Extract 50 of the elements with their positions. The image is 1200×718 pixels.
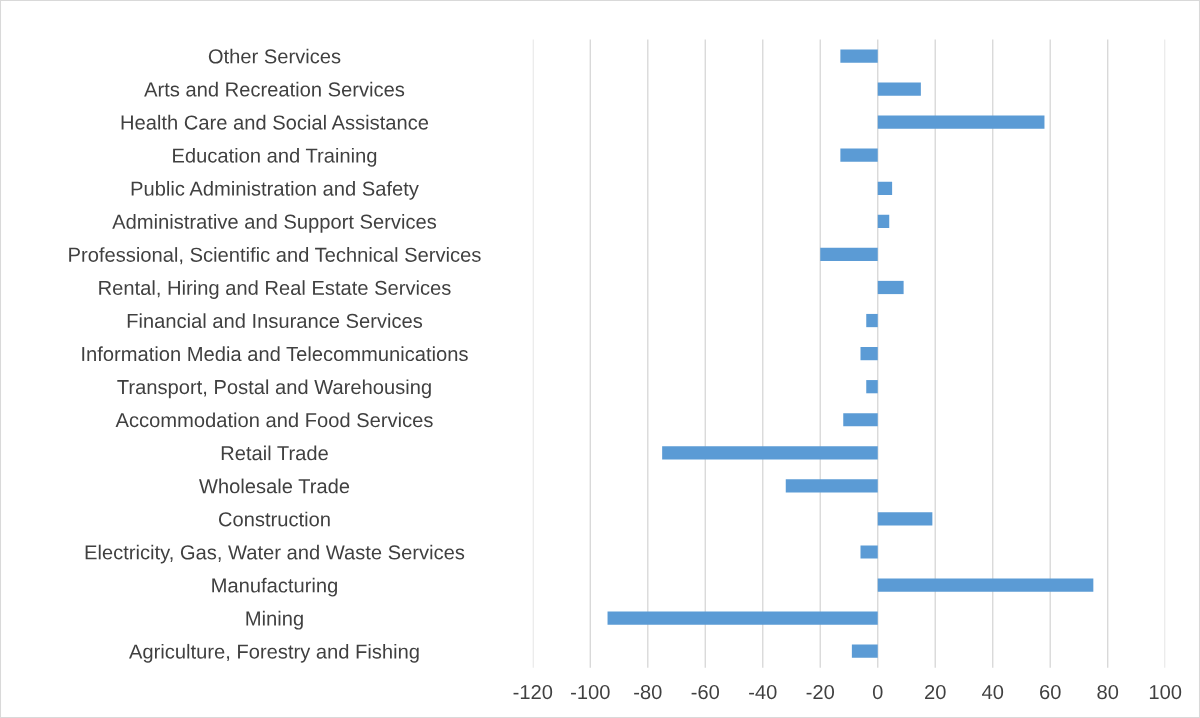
- y-tick-label: Financial and Insurance Services: [127, 313, 423, 329]
- y-tick-label: Professional, Scientific and Technical Services: [69, 247, 481, 265]
- y-tick-label: Agriculture, Forestry and Fishing: [129, 643, 419, 663]
- y-tick-label: Health Care and Social Assistance: [121, 114, 429, 130]
- bar: [866, 380, 878, 394]
- y-tick-label: Construction: [218, 511, 330, 527]
- x-tick-label: -20: [806, 684, 835, 700]
- bar: [662, 446, 878, 460]
- y-tick-label: Education and Training: [173, 147, 377, 167]
- bar: [843, 413, 878, 427]
- bar: [877, 280, 904, 295]
- y-tick-label: Public Administration and Safety: [131, 180, 419, 200]
- x-tick-label: -80: [634, 684, 662, 700]
- x-tick-label: -40: [749, 684, 777, 700]
- bar: [607, 611, 878, 625]
- y-tick-label: Rental, Hiring and Real Estate Services: [99, 280, 451, 299]
- x-tick-label: 100: [1149, 684, 1182, 700]
- bar: [877, 214, 890, 228]
- bar: [877, 82, 921, 96]
- x-tick-label: -60: [691, 684, 720, 700]
- x-tick-label: 0: [872, 684, 883, 700]
- x-tick-label: 40: [981, 684, 1004, 700]
- y-tick-label: Retail Trade: [221, 445, 328, 461]
- bar: [860, 347, 878, 361]
- y-tick-label: Electricity, Gas, Water and Waste Services: [85, 544, 465, 564]
- y-tick-label: Other Services: [208, 48, 341, 64]
- y-tick-label: Accommodation and Food Services: [115, 412, 433, 428]
- y-tick-label: Transport, Postal and Warehousing: [117, 379, 431, 399]
- y-tick-label: Arts and Recreation Services: [144, 81, 405, 97]
- bar: [785, 479, 878, 493]
- bar: [877, 181, 893, 195]
- bar: [860, 545, 878, 559]
- bar: [877, 115, 1045, 129]
- x-tick-label: -100: [571, 684, 610, 700]
- bar: [820, 247, 878, 262]
- x-tick-label: -120: [513, 684, 553, 700]
- x-tick-label: 60: [1040, 684, 1061, 700]
- y-tick-label: Mining: [246, 610, 303, 630]
- bar: [840, 148, 878, 162]
- y-tick-label: Manufacturing: [212, 577, 337, 597]
- bar: [866, 313, 878, 328]
- bar: [851, 644, 878, 658]
- x-tick-label: 20: [925, 684, 946, 700]
- y-tick-label: Administrative and Support Services: [112, 214, 437, 233]
- bar: [840, 49, 878, 63]
- bar: [877, 578, 1094, 592]
- y-tick-label: Information Media and Telecommunications: [82, 346, 468, 362]
- bar: [877, 512, 933, 526]
- y-tick-label: Wholesale Trade: [199, 478, 350, 494]
- x-tick-label: 80: [1097, 684, 1119, 700]
